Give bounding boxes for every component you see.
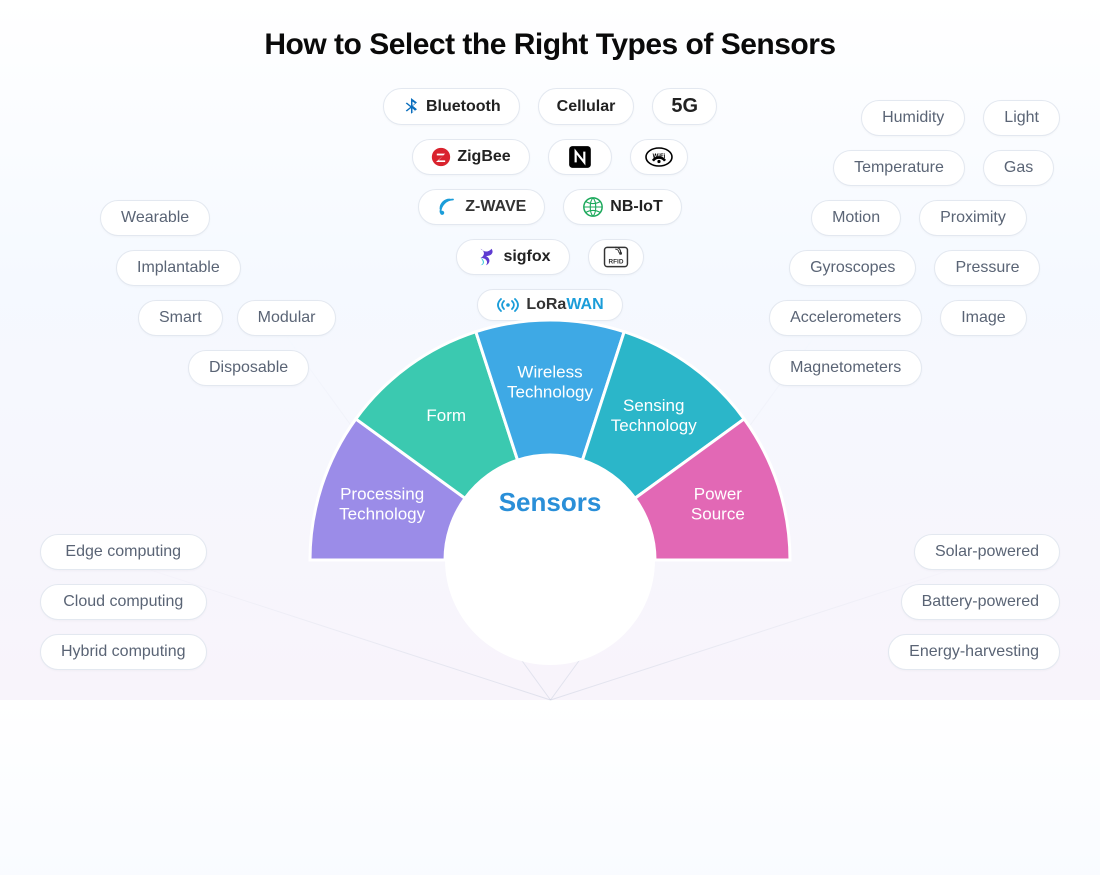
pill-processing: Cloud computing	[40, 584, 207, 620]
segment-label: Sensing	[623, 396, 684, 415]
page-title: How to Select the Right Types of Sensors	[0, 0, 1100, 62]
center-label: Sensors	[499, 487, 602, 517]
svg-text:WiFi: WiFi	[652, 154, 665, 160]
pill-sensing: Gas	[983, 150, 1054, 186]
pill-wireless: 5G	[652, 88, 717, 125]
pill-power: Energy-harvesting	[888, 634, 1060, 670]
segment-label: Source	[691, 504, 745, 523]
zigbee-icon	[431, 147, 451, 167]
segment-label: Form	[426, 406, 466, 425]
fan-chart: ProcessingTechnologyFormWirelessTechnolo…	[240, 250, 860, 870]
wifi-icon: WiFi	[645, 147, 673, 167]
pill-power: Battery-powered	[901, 584, 1060, 620]
fan-svg: ProcessingTechnologyFormWirelessTechnolo…	[240, 250, 860, 870]
pill-wireless: WiFi	[630, 139, 688, 175]
pill-wireless: NB-IoT	[563, 189, 681, 225]
pill-wireless: Bluetooth	[383, 88, 520, 125]
pill-label: Bluetooth	[426, 98, 501, 116]
pill-sensing: Humidity	[861, 100, 965, 136]
pill-label: ZigBee	[457, 148, 510, 166]
pill-wireless	[548, 139, 612, 175]
segment-label: Technology	[339, 504, 426, 523]
pill-sensing: Temperature	[833, 150, 965, 186]
nfc-icon	[567, 144, 593, 170]
pill-processing: Hybrid computing	[40, 634, 207, 670]
pill-sensing: Image	[940, 300, 1026, 336]
pill-wireless: ZigBee	[412, 139, 529, 175]
pill-form: Wearable	[100, 200, 210, 236]
pill-sensing: Pressure	[934, 250, 1040, 286]
pill-sensing: Motion	[811, 200, 901, 236]
pill-wireless: Cellular	[538, 88, 635, 125]
pill-label: 5G	[671, 95, 698, 118]
segment-label: Power	[694, 484, 743, 503]
pill-power: Solar-powered	[914, 534, 1060, 570]
segment-label: Technology	[611, 416, 698, 435]
bluetooth-icon	[402, 96, 420, 118]
pill-form: Implantable	[116, 250, 241, 286]
pill-form: Smart	[138, 300, 223, 336]
segment-label: Processing	[340, 484, 424, 503]
group-processing: Edge computing Cloud computing Hybrid co…	[40, 534, 207, 670]
pill-label: Z-WAVE	[465, 198, 526, 216]
segment-label: Wireless	[517, 363, 582, 382]
pill-processing: Edge computing	[40, 534, 207, 570]
pill-sensing: Light	[983, 100, 1060, 136]
segment-label: Technology	[507, 383, 594, 402]
zwave-icon	[437, 197, 459, 217]
pill-label: Cellular	[557, 98, 616, 116]
pill-wireless: Z-WAVE	[418, 189, 545, 225]
nbiot-icon	[582, 196, 604, 218]
pill-sensing: Proximity	[919, 200, 1027, 236]
pill-label: NB-IoT	[610, 198, 662, 216]
group-power: Solar-powered Battery-powered Energy-har…	[888, 534, 1060, 670]
